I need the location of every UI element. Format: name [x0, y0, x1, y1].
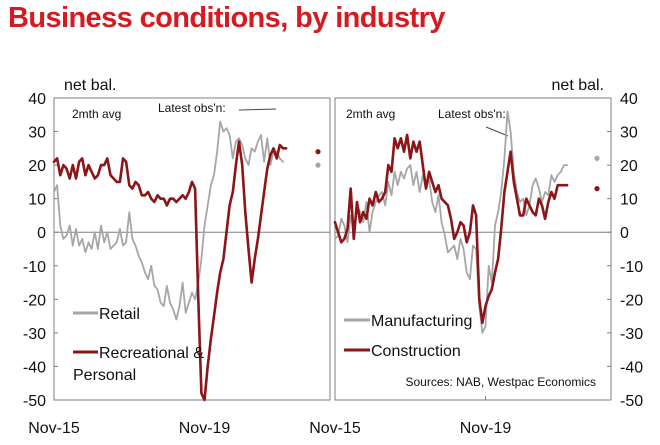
y-tick-label: -50: [620, 393, 643, 410]
y-tick-label: 0: [620, 225, 629, 242]
latest-obs-point-retail: [315, 162, 321, 168]
y-tick-label: -20: [23, 292, 46, 309]
right-unit-label: net bal.: [552, 77, 604, 94]
latest-obs-point-manufacturing: [594, 155, 600, 161]
y-tick-label: -40: [23, 359, 46, 376]
right-panel: 40 30 20 10 0 -10 -20 -30 -40 -50 Nov-15 Nov-19 ne…: [309, 77, 643, 437]
y-tick-label: -10: [620, 259, 643, 276]
legend-label-recreational: Recreational & Personal: [73, 345, 204, 384]
y-tick-label: 30: [28, 125, 46, 142]
right-latest-obs-label: Latest obs'n:: [438, 107, 506, 121]
legend-label-retail: Retail: [99, 306, 140, 323]
x-tick-label: Nov-19: [179, 420, 231, 437]
source-note: Sources: NAB, Westpac Economics: [405, 375, 596, 389]
legend-label-recreational-line2: Personal: [73, 367, 136, 384]
y-tick-label: -50: [23, 393, 46, 410]
right-latest-obs-leader: [485, 126, 509, 137]
left-plot-frame: [53, 97, 331, 401]
y-tick-label: 40: [28, 91, 46, 108]
left-avg-label: 2mth avg: [72, 107, 121, 121]
y-tick-label: 20: [28, 158, 46, 175]
right-avg-label: 2mth avg: [346, 107, 395, 121]
left-series-group: [52, 120, 321, 402]
series-line-construction: [333, 133, 569, 325]
series-line-recreational-personal: [52, 140, 288, 402]
x-tick-label: Nov-19: [460, 420, 512, 437]
right-series-group: [333, 110, 600, 334]
series-line-manufacturing: [334, 110, 568, 334]
latest-obs-point-recreational-personal: [315, 149, 321, 155]
chart-title: Business conditions, by industry: [8, 2, 445, 34]
left-legend: Retail Recreational & Personal: [73, 306, 204, 384]
y-tick-label: 40: [620, 91, 638, 108]
legend-label-recreational-line1: Recreational &: [99, 345, 204, 362]
right-plot-frame: [334, 97, 612, 401]
left-panel: 40 30 20 10 0 -10 -20 -30 -40 -50 Nov-15 Nov-19 ne…: [23, 77, 331, 437]
y-tick-label: -10: [23, 259, 46, 276]
left-latest-obs-label: Latest obs'n:: [158, 101, 226, 115]
y-tick-label: -20: [620, 292, 643, 309]
x-tick-label: Nov-15: [28, 420, 80, 437]
y-tick-label: -40: [620, 359, 643, 376]
y-tick-label: 0: [37, 225, 46, 242]
right-legend: Manufacturing Construction: [344, 313, 472, 360]
y-tick-label: -30: [23, 326, 46, 343]
left-x-ticks: Nov-15 Nov-19: [28, 396, 230, 437]
y-tick-label: -30: [620, 326, 643, 343]
left-latest-obs-leader: [238, 108, 277, 111]
series-line-retail: [53, 120, 284, 321]
right-y-ticks: 40 30 20 10 0 -10 -20 -30 -40 -50: [607, 91, 643, 410]
legend-label-construction: Construction: [371, 343, 461, 360]
y-tick-label: 30: [620, 125, 638, 142]
x-tick-label: Nov-15: [309, 420, 361, 437]
latest-obs-point-construction: [594, 186, 600, 192]
y-tick-label: 20: [620, 158, 638, 175]
right-x-ticks: Nov-15 Nov-19: [309, 396, 511, 437]
legend-label-manufacturing: Manufacturing: [371, 313, 472, 330]
left-unit-label: net bal.: [64, 77, 116, 94]
left-y-ticks: 40 30 20 10 0 -10 -20 -30 -40 -50: [23, 91, 58, 410]
y-tick-label: 10: [28, 192, 46, 209]
y-tick-label: 10: [620, 192, 638, 209]
